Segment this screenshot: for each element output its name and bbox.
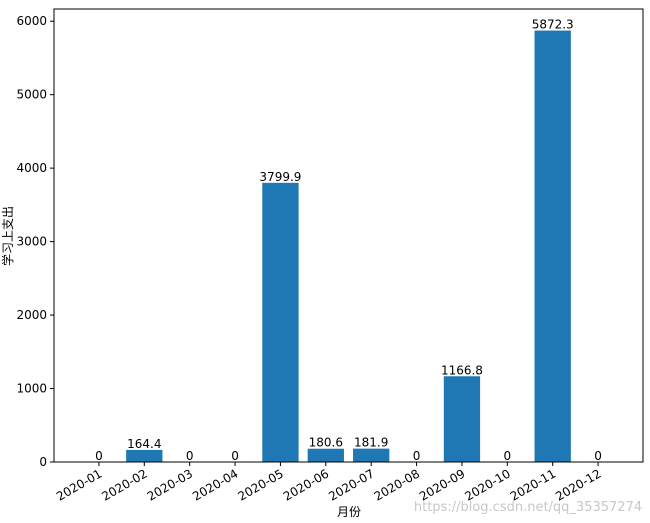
x-tick-label: 2020-05	[236, 466, 286, 503]
data-label: 0	[231, 449, 239, 463]
plot-frame	[53, 8, 644, 463]
data-label: 181.9	[354, 436, 388, 450]
x-tick-label: 2020-06	[281, 466, 331, 503]
x-tick-label: 2020-12	[553, 466, 603, 503]
y-axis-label: 学习上支出	[0, 206, 15, 266]
y-tick-label: 4000	[16, 161, 47, 175]
data-label: 5872.3	[532, 18, 574, 32]
data-label: 0	[594, 449, 602, 463]
data-label: 1166.8	[441, 363, 483, 377]
x-tick-label: 2020-04	[190, 466, 240, 503]
x-tick-label: 2020-08	[372, 466, 422, 503]
x-tick-label: 2020-01	[54, 466, 104, 503]
y-tick-label: 0	[39, 455, 47, 469]
x-tick-label: 2020-02	[99, 466, 149, 503]
data-label: 0	[504, 449, 512, 463]
x-tick-label: 2020-09	[417, 466, 467, 503]
data-label: 164.4	[127, 437, 161, 451]
bar	[534, 30, 571, 463]
y-tick-label: 2000	[16, 308, 47, 322]
data-label: 0	[413, 449, 421, 463]
bar	[307, 448, 344, 462]
bar	[353, 448, 390, 462]
y-tick-label: 6000	[16, 14, 47, 28]
bar	[126, 449, 163, 462]
x-tick-label: 2020-11	[508, 466, 558, 503]
y-tick-label: 1000	[16, 382, 47, 396]
x-axis-label: 月份	[337, 505, 361, 519]
bar	[262, 182, 299, 462]
data-label: 0	[95, 449, 103, 463]
data-label: 0	[186, 449, 194, 463]
data-label: 180.6	[309, 436, 343, 450]
data-label: 3799.9	[259, 170, 301, 184]
y-tick-label: 3000	[16, 235, 47, 249]
x-tick-label: 2020-10	[462, 466, 512, 503]
y-tick-label: 5000	[16, 88, 47, 102]
x-tick-label: 2020-03	[145, 466, 195, 503]
watermark: https://blog.csdn.net/qq_35357274	[414, 500, 642, 515]
x-tick-label: 2020-07	[326, 466, 376, 503]
bar	[443, 376, 481, 462]
